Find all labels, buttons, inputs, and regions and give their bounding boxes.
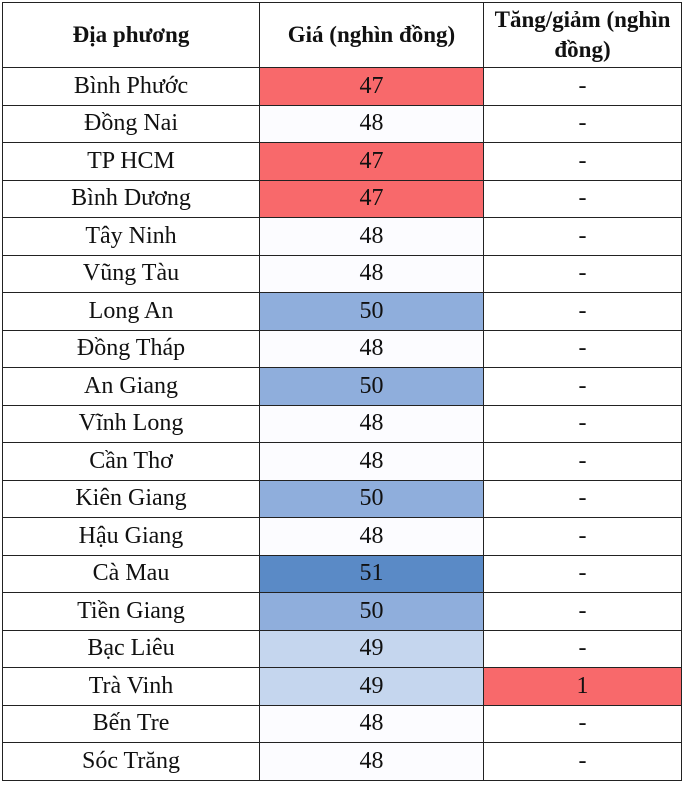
table-row: Cà Mau 51- bbox=[2, 554, 682, 593]
change-cell: 1 bbox=[483, 667, 682, 706]
change-cell: - bbox=[483, 629, 682, 668]
price-cell: 48 bbox=[259, 442, 484, 481]
price-cell: 47 bbox=[259, 179, 484, 218]
change-cell: - bbox=[483, 179, 682, 218]
price-cell: 48 bbox=[259, 517, 484, 556]
region-cell: Vũng Tàu bbox=[2, 254, 260, 293]
table-row: An Giang 50- bbox=[2, 367, 682, 406]
region-cell: Tây Ninh bbox=[2, 217, 260, 256]
region-cell: Hậu Giang bbox=[2, 517, 260, 556]
price-cell: 48 bbox=[259, 404, 484, 443]
header-region: Địa phương bbox=[2, 2, 260, 68]
change-cell: - bbox=[483, 367, 682, 406]
table-row: Cần Thơ 48- bbox=[2, 442, 682, 481]
region-cell: TP HCM bbox=[2, 142, 260, 181]
change-cell: - bbox=[483, 742, 682, 781]
region-cell: Long An bbox=[2, 292, 260, 331]
table-row: Tiền Giang 50- bbox=[2, 592, 682, 631]
table-row: Kiên Giang 50- bbox=[2, 479, 682, 518]
change-cell: - bbox=[483, 554, 682, 593]
table-row: TP HCM 47- bbox=[2, 142, 682, 181]
price-cell: 48 bbox=[259, 329, 484, 368]
header-row: Địa phương Giá (nghìn đồng) Tăng/giảm (n… bbox=[2, 2, 682, 68]
price-cell: 48 bbox=[259, 217, 484, 256]
header-change: Tăng/giảm (nghìn đồng) bbox=[483, 2, 682, 68]
region-cell: Cà Mau bbox=[2, 554, 260, 593]
table-row: Bạc Liêu 49- bbox=[2, 629, 682, 668]
change-cell: - bbox=[483, 592, 682, 631]
table-row: Trà Vinh 49 1 bbox=[2, 667, 682, 706]
region-cell: Vĩnh Long bbox=[2, 404, 260, 443]
change-cell: - bbox=[483, 404, 682, 443]
price-cell: 51 bbox=[259, 554, 484, 593]
price-cell: 48 bbox=[259, 254, 484, 293]
price-cell: 50 bbox=[259, 367, 484, 406]
price-cell: 50 bbox=[259, 292, 484, 331]
change-cell: - bbox=[483, 704, 682, 743]
table-row: Long An 50- bbox=[2, 292, 682, 331]
region-cell: Bình Dương bbox=[2, 179, 260, 218]
price-table: Địa phương Giá (nghìn đồng) Tăng/giảm (n… bbox=[2, 2, 682, 781]
table-row: Vĩnh Long 48- bbox=[2, 404, 682, 443]
change-cell: - bbox=[483, 217, 682, 256]
region-cell: Kiên Giang bbox=[2, 479, 260, 518]
price-cell: 48 bbox=[259, 704, 484, 743]
change-cell: - bbox=[483, 254, 682, 293]
price-cell: 49 bbox=[259, 629, 484, 668]
price-cell: 50 bbox=[259, 592, 484, 631]
region-cell: Trà Vinh bbox=[2, 667, 260, 706]
table-row: Sóc Trăng 48- bbox=[2, 742, 682, 781]
table-row: Đồng Nai 48- bbox=[2, 104, 682, 143]
table-row: Bình Dương 47- bbox=[2, 179, 682, 218]
region-cell: Sóc Trăng bbox=[2, 742, 260, 781]
price-cell: 47 bbox=[259, 142, 484, 181]
price-cell: 48 bbox=[259, 742, 484, 781]
table-body: Bình Phước 47- Đồng Nai 48- TP HCM 47- Bình Dư… bbox=[2, 67, 682, 781]
table-row: Vũng Tàu 48- bbox=[2, 254, 682, 293]
price-cell: 48 bbox=[259, 104, 484, 143]
table-row: Hậu Giang 48- bbox=[2, 517, 682, 556]
price-cell: 49 bbox=[259, 667, 484, 706]
change-cell: - bbox=[483, 329, 682, 368]
region-cell: Đồng Tháp bbox=[2, 329, 260, 368]
region-cell: Bến Tre bbox=[2, 704, 260, 743]
price-cell: 47 bbox=[259, 67, 484, 106]
change-cell: - bbox=[483, 517, 682, 556]
table-row: Đồng Tháp 48- bbox=[2, 329, 682, 368]
change-cell: - bbox=[483, 442, 682, 481]
region-cell: Tiền Giang bbox=[2, 592, 260, 631]
table-row: Tây Ninh 48- bbox=[2, 217, 682, 256]
header-price: Giá (nghìn đồng) bbox=[259, 2, 484, 68]
price-cell: 50 bbox=[259, 479, 484, 518]
region-cell: An Giang bbox=[2, 367, 260, 406]
region-cell: Bình Phước bbox=[2, 67, 260, 106]
change-cell: - bbox=[483, 479, 682, 518]
change-cell: - bbox=[483, 292, 682, 331]
table-row: Bình Phước 47- bbox=[2, 67, 682, 106]
change-cell: - bbox=[483, 67, 682, 106]
change-cell: - bbox=[483, 142, 682, 181]
table-row: Bến Tre 48- bbox=[2, 704, 682, 743]
region-cell: Đồng Nai bbox=[2, 104, 260, 143]
region-cell: Bạc Liêu bbox=[2, 629, 260, 668]
change-cell: - bbox=[483, 104, 682, 143]
region-cell: Cần Thơ bbox=[2, 442, 260, 481]
